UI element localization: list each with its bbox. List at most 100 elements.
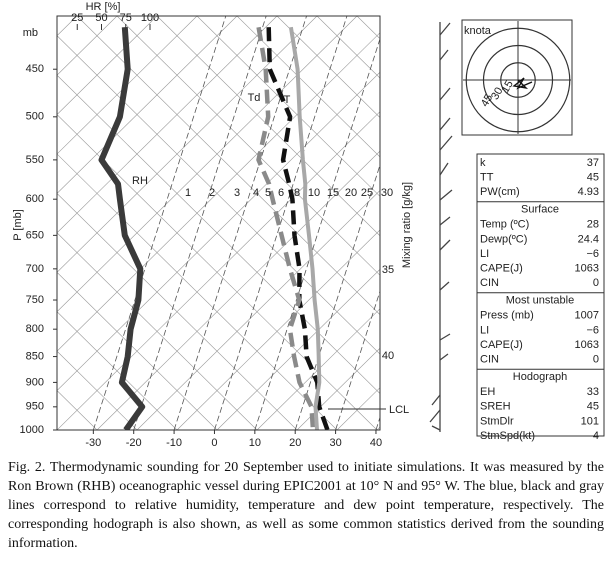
hodo-trace [512,77,533,90]
mixing-ratio-label: 4 [253,187,259,199]
y-tick-label: 800 [26,323,44,335]
mixing-ratio-label: 8 [294,187,300,199]
stat-label: CIN [480,277,499,289]
series-line [256,26,316,430]
stat-value: 33 [587,386,599,398]
x-tick-label: -30 [85,437,101,449]
adiabat-line [296,347,380,430]
hr-tick-label: 100 [141,12,159,24]
mixing-ratio-label: 40 [382,350,394,362]
stat-value: 101 [581,415,599,427]
isotherm [335,289,380,430]
series-label: Td [248,92,261,104]
mixing-ratio-label: Mixing ratio [g/kg] [401,182,413,268]
stats-table: k 37 TT 45 PW(cm) 4.93 Surface Temp (ºC) 28 Dewp(… [477,157,604,442]
stat-value: −6 [586,248,599,260]
y-tick-label: 750 [26,294,44,306]
x-tick-label: -10 [166,437,182,449]
adiabat-line [57,74,380,394]
series-line [288,26,322,430]
adiabat-line [57,16,318,273]
mixing-ratio-label: 30 [381,187,393,199]
section-heading: Most unstable [506,295,574,307]
adiabat-line [57,16,198,155]
x-tick-label: 10 [249,437,261,449]
hodo-ring-label: 15 [499,79,516,96]
isotherm [92,16,227,430]
x-tick-label: 40 [370,437,382,449]
mixing-ratio-label: 2 [209,187,215,199]
adiabat-line [276,16,380,118]
y-tick-label: 900 [26,376,44,388]
mixing-ratio-label: 3 [234,187,240,199]
adiabat-line [57,429,58,430]
adiabat-line [57,193,298,430]
stat-label: CIN [480,354,499,366]
adiabat-line [57,271,218,430]
adiabat-line [256,308,380,430]
stat-label: LI [480,324,489,336]
isotherm [133,16,267,430]
stat-value: 4.93 [578,186,599,198]
x-tick-label: -20 [126,437,142,449]
stat-label: Temp (ºC) [480,219,529,231]
stat-value: 37 [587,157,599,169]
mixing-ratio-label: 15 [327,187,339,199]
adiabat-line [57,16,238,194]
hodo-unit: knota [464,25,492,37]
stat-value: 1063 [575,263,599,275]
adiabat-line [196,16,380,197]
adiabat-line [236,16,380,158]
mixing-ratio-label: 1 [185,187,191,199]
x-tick-label: 20 [289,437,301,449]
adiabat-line [136,190,380,430]
x-tick-label: 30 [329,437,341,449]
mixing-ratio-label: 20 [345,187,357,199]
hr-tick-label: 25 [71,12,83,24]
y-tick-label: 1000 [20,424,44,436]
y-tick-label: 600 [26,193,44,205]
adiabat-line [57,16,358,313]
stat-value: 4 [593,430,599,442]
adiabat-line [216,268,380,430]
stat-value: 28 [587,219,599,231]
adiabat-line [116,16,380,276]
series-label: T [284,94,291,106]
mixing-ratio-label: 6 [278,187,284,199]
series-line [266,27,330,430]
curves [98,26,330,430]
adiabat-line [57,153,338,430]
hodograph-frame [461,19,573,136]
hodo-ring-label: 45 [479,92,496,109]
stat-value: 45 [587,401,599,413]
y-tick-label: 650 [26,229,44,241]
caption: Fig. 2. Thermodynamic sounding for 20 Se… [8,460,604,551]
x-tick-label: 0 [211,437,217,449]
adiabat-line [57,232,258,430]
figure: P [mb] mb HR [%] Mixing ratio [g/kg] 153… [12,1,605,449]
section-heading: Hodograph [513,371,567,383]
plot-frame [56,15,381,431]
isotherm [173,16,307,430]
y-tick-label: 500 [26,111,44,123]
hodo-ring [500,62,536,98]
stat-value: −6 [586,324,599,336]
mixing-ratio-label: 10 [308,187,320,199]
stat-label: LI [480,248,489,260]
hodo-ring-label: 30 [489,85,506,102]
grid [57,16,380,430]
y-tick-label: 950 [26,401,44,413]
adiabat-line [57,32,380,352]
adiabat-line [57,35,380,355]
stat-value: 1063 [575,339,599,351]
y-unit: mb [23,27,38,39]
stat-label: StmSpd(kt) [480,430,535,442]
stat-label: CAPE(J) [480,339,523,351]
adiabat-line [156,16,380,237]
section-heading: Surface [521,204,559,216]
y-tick-label: 700 [26,263,44,275]
mixing-ratio-label: 35 [382,264,394,276]
hr-axis-label: HR [%] [86,1,121,13]
